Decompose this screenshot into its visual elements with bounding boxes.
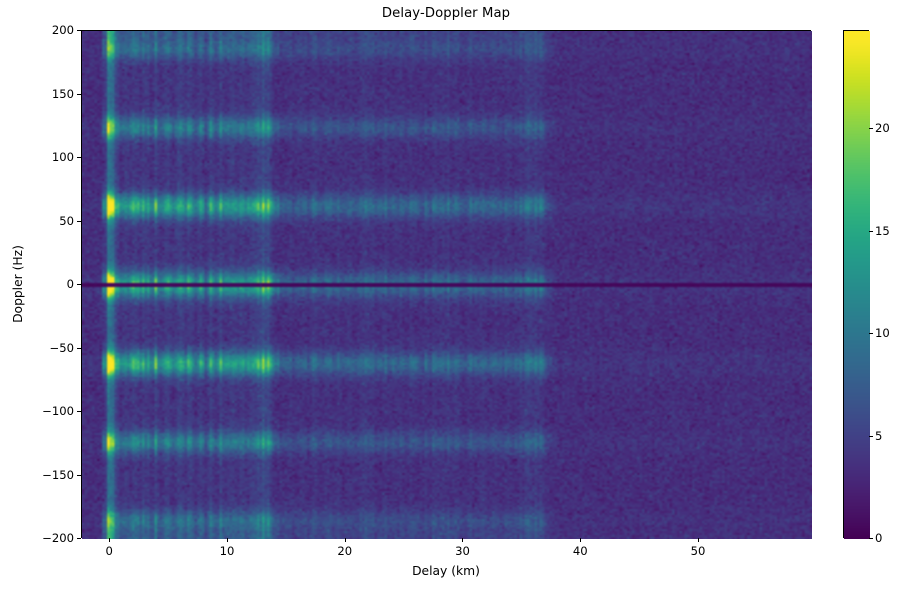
colorbar-tick-mark: [869, 230, 873, 232]
x-tick-mark: [227, 538, 228, 542]
colorbar-tick-mark: [869, 538, 873, 539]
x-tick-mark: [697, 538, 699, 542]
x-tick-label: 40: [572, 544, 588, 558]
y-axis-label-wrapper: Doppler (Hz): [8, 30, 28, 538]
x-tick-label: 20: [337, 544, 353, 558]
delay-doppler-heatmap-image: [82, 31, 812, 539]
x-tick-mark: [109, 538, 111, 542]
x-tick-label: 10: [219, 544, 235, 558]
y-tick-mark: [77, 284, 81, 285]
y-tick-label: 100: [51, 150, 74, 164]
x-axis-label: Delay (km): [412, 564, 480, 578]
x-tick-mark: [462, 538, 464, 542]
colorbar-tick-mark: [869, 333, 873, 335]
x-tick-mark: [580, 538, 582, 542]
colorbar-tick-label: 5: [875, 428, 883, 443]
y-tick-label: −150: [42, 467, 74, 482]
x-tick-label: 30: [455, 544, 470, 558]
y-tick-label: 50: [59, 213, 74, 228]
delay-doppler-heatmap-axes: [81, 30, 812, 539]
colorbar: [843, 30, 870, 539]
y-tick-label: 0: [66, 277, 74, 291]
y-tick-label: −50: [49, 340, 74, 355]
y-tick-label: −100: [42, 404, 74, 418]
colorbar-tick-mark: [869, 128, 873, 130]
y-tick-mark: [77, 411, 81, 412]
y-axis-label: Doppler (Hz): [8, 30, 28, 538]
colorbar-tick-label: 10: [875, 326, 890, 341]
colorbar-tick-label: 0: [875, 531, 883, 545]
y-tick-mark: [77, 93, 81, 95]
y-tick-mark: [77, 538, 81, 539]
colorbar-tick-label: 20: [875, 121, 890, 136]
y-axis-label-text: Doppler (Hz): [11, 245, 26, 323]
colorbar-tick-label: 15: [875, 223, 890, 238]
x-tick-label: 50: [690, 544, 706, 558]
y-tick-mark: [77, 157, 81, 158]
page-title: Delay-Doppler Map: [381, 6, 511, 21]
y-tick-mark: [77, 220, 81, 222]
y-tick-mark: [77, 30, 81, 31]
y-tick-mark: [77, 474, 81, 476]
y-tick-label: 150: [51, 86, 74, 101]
y-tick-label: −200: [42, 531, 74, 545]
y-tick-label: 200: [51, 23, 74, 37]
x-tick-mark: [344, 538, 346, 542]
colorbar-gradient: [844, 31, 870, 539]
x-tick-label: 0: [105, 544, 113, 558]
y-tick-mark: [77, 347, 81, 349]
colorbar-tick-mark: [869, 435, 873, 437]
